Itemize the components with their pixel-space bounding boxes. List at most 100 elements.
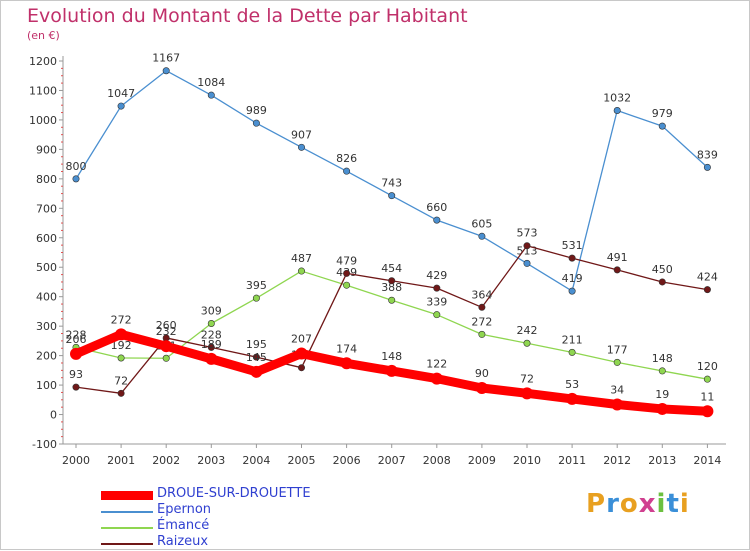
series-emance: 2281921913093954874393883392722422111771… [66,252,718,383]
data-label: 979 [652,107,673,120]
data-label: 1084 [197,76,225,89]
data-label: 206 [66,333,87,346]
data-point [297,143,305,151]
data-point [613,266,621,274]
data-label: 1167 [152,52,180,65]
x-tick-label: 2007 [378,454,406,467]
data-point [475,382,488,395]
x-tick-label: 2011 [558,454,586,467]
data-label: 839 [697,148,718,161]
y-tick-label: 1100 [29,84,57,97]
data-label: 90 [475,367,489,380]
data-point [568,254,576,262]
legend-label: DROUE-SUR-DROUETTE [157,486,311,501]
x-tick-label: 2000 [62,454,90,467]
data-label: 491 [607,251,628,264]
data-label: 907 [291,128,312,141]
data-point [252,353,260,361]
data-label: 487 [291,252,312,265]
data-label: 339 [426,296,447,309]
data-point [703,163,711,171]
data-point [207,343,215,351]
x-tick-label: 2009 [468,454,496,467]
data-label: 195 [246,338,267,351]
legend-swatch [101,491,153,500]
data-point [478,330,486,338]
data-label: 228 [201,328,222,341]
data-point [658,122,666,130]
data-point [117,102,125,110]
data-point [613,358,621,366]
data-point [385,364,398,377]
data-label: 207 [291,333,312,346]
data-label: 228 [66,328,87,341]
data-point [343,167,351,175]
y-tick-label: 100 [36,379,57,392]
y-tick-label: 700 [36,202,57,215]
data-point [656,402,669,415]
data-label: 429 [426,269,447,282]
data-label: 424 [697,271,718,284]
data-point [658,367,666,375]
data-label: 272 [471,315,492,328]
data-point [72,175,80,183]
data-point [388,192,396,200]
data-label: 364 [471,288,492,301]
data-label: 53 [565,378,579,391]
legend-label: Émancé [157,518,210,533]
y-tick-label: 800 [36,173,57,186]
data-point [433,311,441,319]
data-point [340,357,353,370]
chart-title: Evolution du Montant de la Dette par Hab… [27,5,468,27]
data-point [252,294,260,302]
data-point [703,375,711,383]
legend-swatch [101,527,153,529]
data-point [207,320,215,328]
x-tick-label: 2013 [648,454,676,467]
x-tick-label: 2008 [423,454,451,467]
data-label: 454 [381,262,402,275]
y-tick-label: 600 [36,232,57,245]
data-label: 388 [381,281,402,294]
data-point [117,354,125,362]
data-label: 1047 [107,87,135,100]
data-label: 72 [114,374,128,387]
y-tick-label: 500 [36,261,57,274]
legend-swatch [101,511,153,513]
data-point [613,106,621,114]
x-tick-label: 2003 [197,454,225,467]
data-label: 450 [652,263,673,276]
data-point [297,267,305,275]
data-point [433,284,441,292]
data-point [72,383,80,391]
data-point [70,347,82,360]
data-label: 34 [610,384,624,397]
data-point [703,286,711,294]
data-label: 192 [111,339,132,352]
series-epernon: 8001047116710849899078267436606055134191… [66,52,718,295]
data-label: 242 [517,324,538,337]
data-label: 11 [700,390,714,403]
data-point [162,354,170,362]
data-point [343,269,351,277]
x-tick-label: 2001 [107,454,135,467]
x-tick-label: 2005 [288,454,316,467]
proxiti-logo: Proxiti [586,489,690,519]
data-label: 419 [562,272,583,285]
data-label: 743 [381,177,402,190]
data-label: 148 [381,350,402,363]
data-label: 309 [201,305,222,318]
data-point [523,242,531,250]
data-label: 272 [111,313,132,326]
data-point [566,392,579,405]
data-point [205,352,218,365]
data-point [388,296,396,304]
data-point [297,364,305,372]
legend-swatch [101,543,153,545]
data-label: 189 [201,338,222,351]
data-label: 826 [336,152,357,165]
data-label: 531 [562,239,583,252]
data-point [568,348,576,356]
data-label: 72 [520,372,534,385]
